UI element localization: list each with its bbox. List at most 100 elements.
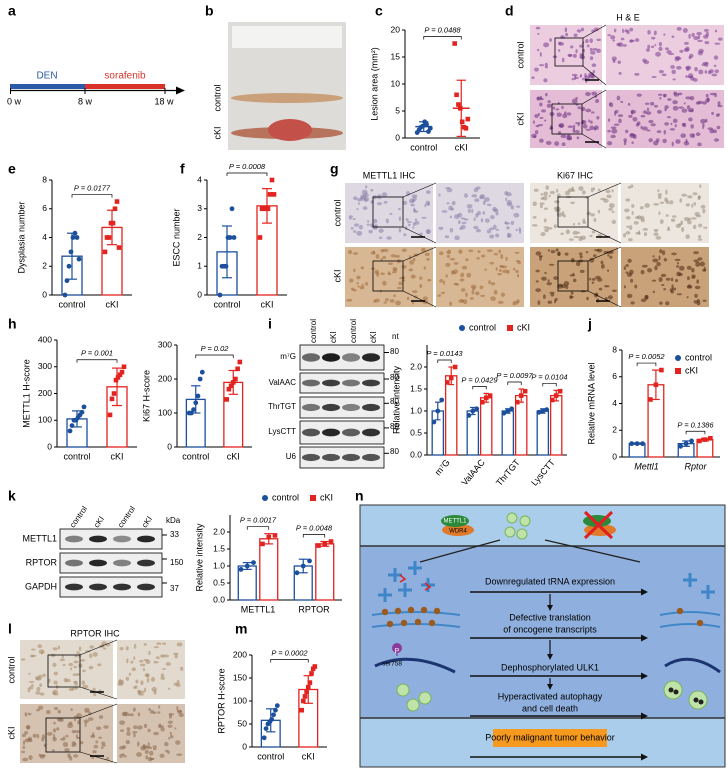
cell — [147, 728, 151, 733]
cell — [20, 658, 26, 661]
cell — [577, 222, 581, 226]
cell — [471, 194, 478, 198]
cell — [669, 200, 674, 205]
data-point — [300, 563, 306, 569]
cell — [390, 254, 396, 258]
data-point — [72, 230, 78, 236]
significance-bracket — [542, 382, 557, 387]
phospho-site — [392, 643, 402, 653]
cell — [78, 646, 82, 652]
data-point — [114, 199, 120, 204]
cell — [125, 646, 129, 651]
cell — [476, 257, 480, 260]
cell — [544, 62, 548, 67]
cell — [348, 249, 353, 255]
cell — [597, 188, 601, 192]
cell — [75, 734, 79, 739]
cell — [359, 285, 365, 290]
cell — [568, 238, 574, 241]
cell — [426, 229, 430, 235]
cell — [554, 299, 557, 304]
cell — [493, 253, 499, 256]
cell — [600, 260, 604, 265]
data-point — [199, 369, 205, 375]
cell — [356, 275, 361, 280]
blot-band — [113, 535, 131, 543]
significance-bracket — [226, 172, 268, 176]
cell — [664, 122, 669, 126]
cell — [711, 73, 718, 77]
data-point — [274, 703, 280, 708]
micrograph — [20, 704, 113, 763]
cell — [465, 258, 469, 262]
cell — [513, 212, 520, 218]
zoom-line — [79, 686, 118, 700]
outcome-text: Poorly malignant tumor behavior — [485, 732, 615, 742]
data-point — [269, 177, 275, 183]
cell — [21, 750, 26, 754]
cell — [174, 727, 177, 730]
cell — [600, 264, 605, 269]
cell — [643, 232, 648, 237]
cell — [412, 196, 417, 202]
cell — [471, 289, 475, 295]
data-point — [188, 410, 194, 416]
cell — [543, 42, 550, 48]
cell — [548, 263, 555, 266]
legend-label: control — [685, 352, 712, 362]
cell — [595, 292, 599, 297]
cell — [593, 249, 600, 252]
cell — [534, 67, 539, 72]
cell — [717, 101, 721, 106]
cell — [640, 114, 646, 118]
cell — [535, 280, 539, 283]
cell — [412, 222, 416, 227]
blot-band — [362, 453, 380, 462]
cell — [702, 299, 707, 302]
cell — [534, 114, 539, 118]
cell — [573, 235, 580, 239]
cell — [702, 61, 709, 65]
cell — [137, 712, 141, 717]
cell — [87, 717, 94, 721]
data-point — [424, 122, 429, 127]
cell — [627, 185, 632, 189]
cell — [646, 107, 650, 112]
cell — [445, 274, 448, 278]
y-axis-label: METTL1 H-score — [21, 359, 31, 428]
data-point — [260, 541, 265, 547]
cell — [610, 134, 616, 139]
data-point — [553, 393, 559, 398]
cell — [535, 288, 542, 293]
size-marker: 33 — [170, 530, 179, 539]
cell — [618, 118, 622, 124]
y-axis-label: Ki67 H-score — [141, 370, 151, 422]
cell — [73, 754, 79, 758]
cell — [611, 210, 615, 213]
blot-band — [302, 428, 320, 437]
cell — [569, 295, 574, 299]
cell — [560, 232, 565, 235]
lane-label: control — [68, 504, 89, 529]
y-axis-label: Relative intensity — [194, 523, 204, 592]
cell — [686, 296, 689, 299]
cell — [627, 238, 633, 242]
cell — [62, 663, 66, 667]
tumor-mass — [268, 119, 312, 141]
cell — [672, 78, 676, 81]
ribosome — [407, 606, 415, 614]
cell — [687, 195, 693, 199]
zoom-line — [587, 246, 622, 262]
y-tick-label: 3 — [197, 203, 202, 213]
y-tick-label: 2.0 — [213, 526, 225, 536]
cell — [639, 215, 645, 220]
control-esophagus — [231, 93, 343, 103]
cell — [101, 744, 106, 747]
data-point — [518, 393, 524, 398]
data-point — [459, 119, 465, 125]
data-point — [307, 558, 312, 564]
zoom-line — [581, 89, 607, 105]
cell — [514, 251, 520, 254]
cell — [425, 200, 431, 206]
cell — [506, 226, 510, 230]
